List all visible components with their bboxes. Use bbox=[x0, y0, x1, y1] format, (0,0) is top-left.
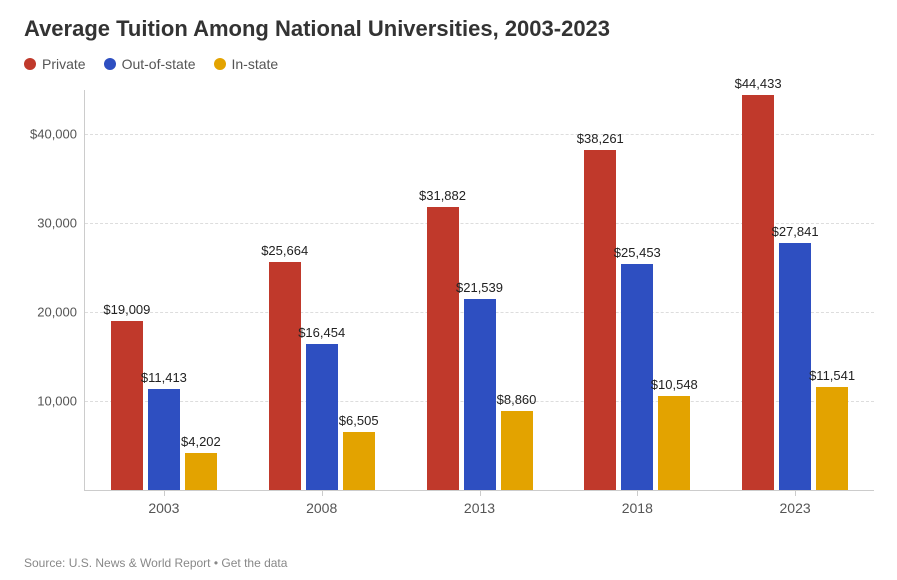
source-line: Source: U.S. News & World Report • Get t… bbox=[24, 556, 287, 570]
bar-value-label: $19,009 bbox=[103, 302, 150, 317]
y-axis-label: $40,000 bbox=[30, 127, 85, 142]
legend-swatch-out-of-state bbox=[104, 58, 116, 70]
plot-area: 10,00020,00030,000$40,0002003$19,009$11,… bbox=[84, 90, 874, 491]
legend-swatch-in-state bbox=[214, 58, 226, 70]
legend-label-private: Private bbox=[42, 56, 86, 72]
bar-value-label: $25,453 bbox=[614, 245, 661, 260]
x-axis-label: 2013 bbox=[464, 490, 495, 516]
x-axis-label: 2018 bbox=[622, 490, 653, 516]
legend-label-in-state: In-state bbox=[232, 56, 279, 72]
bar-in_state: $6,505 bbox=[343, 432, 375, 490]
source-text: Source: U.S. News & World Report bbox=[24, 556, 211, 570]
chart-area: 10,00020,00030,000$40,0002003$19,009$11,… bbox=[24, 80, 873, 520]
legend: Private Out-of-state In-state bbox=[24, 56, 873, 72]
source-separator: • bbox=[211, 556, 222, 570]
bar-private: $19,009 bbox=[111, 321, 143, 490]
chart-title: Average Tuition Among National Universit… bbox=[24, 16, 873, 42]
bar-value-label: $11,413 bbox=[141, 370, 187, 385]
legend-item-in-state: In-state bbox=[214, 56, 279, 72]
x-axis-label: 2023 bbox=[780, 490, 811, 516]
bar-private: $44,433 bbox=[742, 95, 774, 490]
bar-value-label: $10,548 bbox=[651, 377, 698, 392]
bar-value-label: $38,261 bbox=[577, 131, 624, 146]
bar-in_state: $4,202 bbox=[185, 453, 217, 490]
y-axis-label: 10,000 bbox=[37, 394, 85, 409]
bar-value-label: $27,841 bbox=[772, 224, 819, 239]
y-axis-label: 20,000 bbox=[37, 305, 85, 320]
legend-label-out-of-state: Out-of-state bbox=[122, 56, 196, 72]
y-axis-label: 30,000 bbox=[37, 216, 85, 231]
bar-in_state: $8,860 bbox=[501, 411, 533, 490]
bar-value-label: $11,541 bbox=[809, 368, 855, 383]
bar-in_state: $11,541 bbox=[816, 387, 848, 490]
bar-out_of_state: $11,413 bbox=[148, 389, 180, 490]
bar-private: $38,261 bbox=[584, 150, 616, 490]
bar-private: $25,664 bbox=[269, 262, 301, 490]
bar-out_of_state: $21,539 bbox=[464, 299, 496, 490]
bar-value-label: $21,539 bbox=[456, 280, 503, 295]
legend-item-private: Private bbox=[24, 56, 86, 72]
bar-value-label: $8,860 bbox=[497, 392, 537, 407]
bar-out_of_state: $16,454 bbox=[306, 344, 338, 490]
legend-swatch-private bbox=[24, 58, 36, 70]
bar-value-label: $6,505 bbox=[339, 413, 379, 428]
bar-value-label: $16,454 bbox=[298, 325, 345, 340]
get-the-data-link[interactable]: Get the data bbox=[221, 556, 287, 570]
x-axis-label: 2003 bbox=[148, 490, 179, 516]
bar-out_of_state: $25,453 bbox=[621, 264, 653, 490]
legend-item-out-of-state: Out-of-state bbox=[104, 56, 196, 72]
x-axis-label: 2008 bbox=[306, 490, 337, 516]
bar-in_state: $10,548 bbox=[658, 396, 690, 490]
chart-container: Average Tuition Among National Universit… bbox=[0, 0, 897, 580]
bar-value-label: $4,202 bbox=[181, 434, 221, 449]
bar-value-label: $25,664 bbox=[261, 243, 308, 258]
bar-value-label: $31,882 bbox=[419, 188, 466, 203]
bar-out_of_state: $27,841 bbox=[779, 243, 811, 490]
bar-value-label: $44,433 bbox=[735, 76, 782, 91]
bar-private: $31,882 bbox=[427, 207, 459, 490]
